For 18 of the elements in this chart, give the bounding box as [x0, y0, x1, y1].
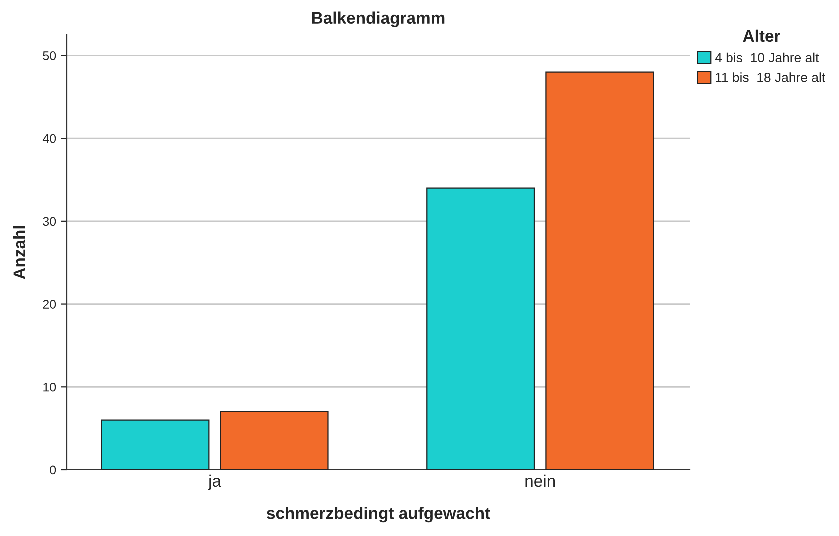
y-tick-label: 0: [50, 466, 56, 475]
bar: [546, 72, 654, 470]
y-tick-label: 40: [42, 134, 56, 144]
y-axis-title: Anzahl: [13, 226, 26, 280]
legend-title: Alter: [743, 30, 780, 42]
x-tick-label: nein: [526, 474, 556, 488]
bar: [220, 411, 329, 470]
x-axis-title: schmerzbedingt aufgewacht: [267, 507, 490, 523]
y-tick-label: 50: [43, 52, 56, 60]
bar: [101, 420, 210, 470]
legend-label: 11 bis 18 Jahre alt: [716, 72, 826, 82]
chart-title: Balkendiagramm: [312, 12, 445, 28]
x-tick-label: ja: [208, 474, 222, 490]
y-tick-label: 30: [43, 217, 56, 226]
bar: [426, 188, 536, 470]
y-tick-label: 10: [44, 382, 56, 392]
legend-label: 4 bis 10 Jahre alt: [715, 52, 820, 63]
y-tick-label: 20: [43, 300, 56, 309]
